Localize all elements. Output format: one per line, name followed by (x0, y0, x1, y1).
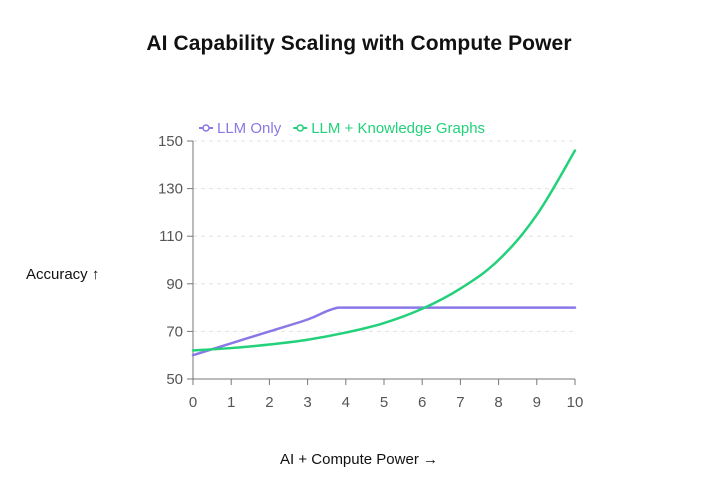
x-tick-label: 7 (456, 394, 464, 411)
y-tick-label: 90 (166, 276, 183, 293)
y-tick-label: 110 (159, 228, 183, 245)
x-tick-label: 8 (494, 394, 502, 411)
y-tick-label: 50 (166, 371, 183, 388)
series-line-llm-knowledge-graphs (191, 149, 577, 352)
legend-marker-llm-knowledge-graphs (296, 124, 304, 132)
x-tick-label: 3 (303, 394, 311, 411)
legend-label-llm-knowledge-graphs: LLM + Knowledge Graphs (311, 120, 485, 137)
x-tick-label: 10 (567, 394, 584, 411)
x-axis-title: AI + Compute Power → (280, 451, 438, 468)
legend-label-llm-only: LLM Only (217, 120, 282, 137)
x-tick-label: 2 (265, 394, 273, 411)
x-tick-label: 6 (418, 394, 426, 411)
chart-title: AI Capability Scaling with Compute Power (146, 32, 572, 55)
y-tick-label: 130 (158, 181, 183, 198)
legend-marker-llm-only (202, 124, 210, 132)
x-tick-label: 0 (189, 394, 197, 411)
x-tick-label: 4 (342, 394, 350, 411)
y-tick-label: 70 (166, 323, 183, 340)
x-tick-label: 9 (533, 394, 541, 411)
series-line-llm-only (191, 306, 577, 357)
x-tick-label: 1 (227, 394, 235, 411)
x-tick-label: 5 (380, 394, 388, 411)
y-axis-title: Accuracy ↑ (26, 266, 100, 283)
y-tick-label: 150 (158, 133, 183, 150)
